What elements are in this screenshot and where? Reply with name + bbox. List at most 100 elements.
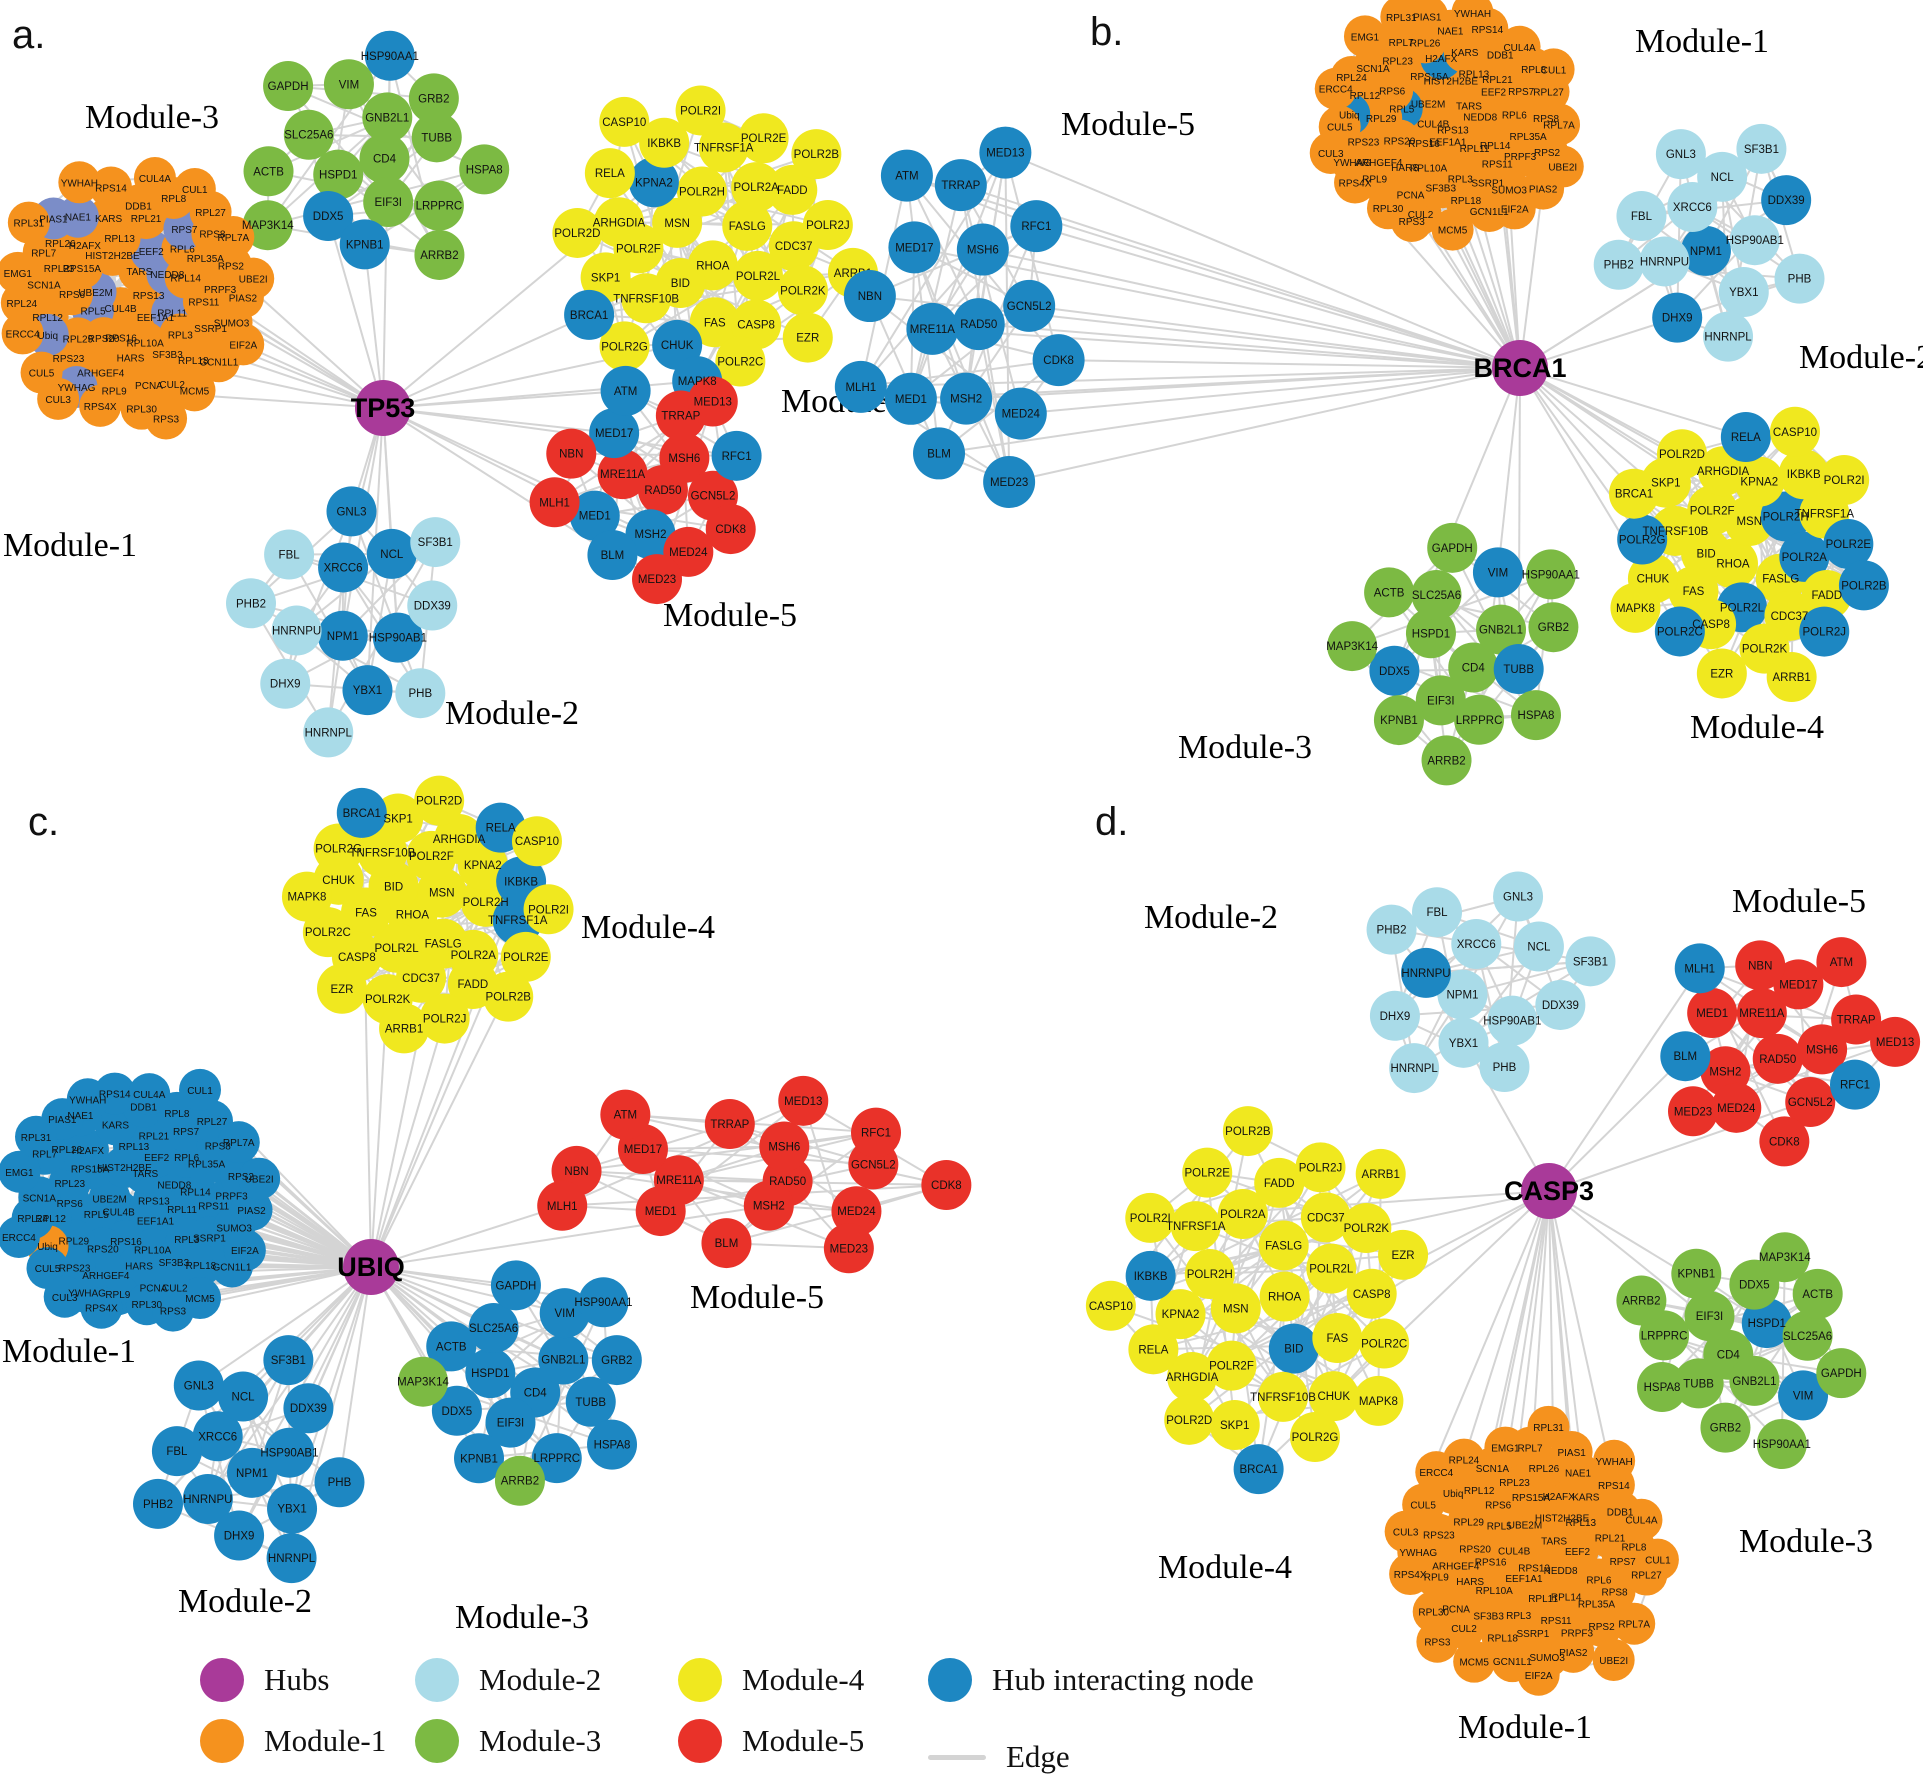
node-GNB2L1: [362, 92, 413, 143]
node-label: RPL24: [1449, 1456, 1480, 1467]
node-label: MLH1: [845, 382, 876, 394]
node-label: HNRNPU: [1640, 256, 1689, 268]
node-label: HSP90AB1: [260, 1448, 318, 1460]
node-RPS3: [1416, 1620, 1459, 1663]
node-label: NBN: [858, 291, 882, 303]
node-label: VIM: [1793, 1390, 1813, 1402]
node-DDX39: [407, 580, 458, 631]
node-label: RPS2: [228, 1172, 255, 1183]
node-label: NPM1: [1690, 246, 1722, 258]
node-label: PCNA: [1397, 191, 1425, 202]
module-label: Module-2: [178, 1583, 312, 1620]
edge: [909, 184, 962, 400]
node-MAP3K14: [242, 200, 293, 251]
node-EIF2A: [1517, 1653, 1560, 1696]
node-label: MED13: [1876, 1037, 1914, 1049]
node-label: GNB2L1: [1479, 625, 1523, 637]
hub-edge: [382, 407, 615, 435]
node-label: RPL30: [126, 405, 157, 416]
node-HNRNPU: [1401, 947, 1452, 998]
node-MAPK8: [281, 871, 332, 922]
node-label: Ubiq: [1339, 110, 1360, 121]
node-label: ARHGEF4: [1432, 1561, 1480, 1572]
node-label: RPL3: [168, 330, 193, 341]
node-label: CUL3: [52, 1293, 78, 1304]
node-label: VIM: [1488, 567, 1508, 579]
node-label: CUL2: [159, 380, 185, 391]
node-label: HSP90AB1: [1483, 1016, 1541, 1028]
node-MSH2: [940, 372, 993, 425]
node-label: RPL24: [1336, 73, 1367, 84]
node-YWHAH: [1593, 1439, 1636, 1482]
node-CDK8: [1032, 334, 1085, 387]
node-UBE2I: [232, 257, 275, 300]
node-DHX9: [260, 658, 311, 709]
node-POLR2E: [500, 931, 551, 982]
node-label: RPL13: [1459, 70, 1490, 81]
hub-edge: [327, 215, 384, 409]
node-label: POLR2I: [1824, 475, 1865, 487]
node-label: PHB2: [1604, 260, 1634, 272]
node-label: ARRB1: [1772, 672, 1810, 684]
node-POLR2L: [1306, 1243, 1357, 1294]
node-label: EEF1A1: [137, 1216, 175, 1227]
node-label: NPM1: [1446, 990, 1478, 1002]
node-label: MAPK8: [287, 892, 326, 904]
node-GRB2: [1528, 602, 1579, 653]
node-label: DDX5: [1379, 666, 1410, 678]
node-label: RPS8: [1533, 114, 1560, 125]
node-label: GCN1L1: [212, 1262, 251, 1273]
edge: [678, 1179, 947, 1186]
module-label: Module-2: [445, 695, 579, 732]
node-MSH6: [659, 432, 710, 483]
node-label: TARS: [132, 1169, 158, 1180]
node-label: CUL2: [162, 1283, 188, 1294]
node-MAP3K14: [1759, 1232, 1810, 1283]
node-label: PCNA: [140, 1283, 168, 1294]
node-label: RPL14: [180, 1187, 211, 1198]
node-EZR: [1696, 648, 1747, 699]
hub-edge: [198, 1266, 372, 1387]
node-label: EIF2A: [1525, 1671, 1553, 1682]
node-label: SF3B1: [1744, 144, 1779, 156]
node-label: EIF3I: [1427, 695, 1454, 707]
node-TRRAP: [934, 159, 987, 212]
node-label: TNFRSF10B: [350, 848, 416, 860]
node-label: RPS23: [59, 1264, 91, 1275]
node-label: RPS4X: [1394, 1570, 1427, 1581]
node-label: PHB2: [236, 598, 266, 610]
edge: [1004, 152, 1060, 361]
node-label: GRB2: [418, 93, 449, 105]
node-POLR2G: [1289, 1411, 1340, 1462]
node-label: RPL7: [1518, 1444, 1543, 1455]
node-label: RPL14: [1551, 1592, 1582, 1603]
node-label: ARHGEF4: [77, 368, 125, 379]
node-FASLG: [722, 200, 773, 251]
node-label: HSPA8: [1518, 710, 1555, 722]
node-label: RPL30: [132, 1300, 163, 1311]
node-ERCC4: [1314, 67, 1357, 110]
node-label: HNRNPL: [1704, 332, 1752, 344]
node-EMG1: [1484, 1426, 1527, 1469]
node-MED23: [983, 455, 1036, 508]
node-label: EEF2: [139, 247, 164, 258]
node-label: NCL: [1711, 172, 1735, 184]
node-label: TNFRSF10B: [613, 293, 679, 305]
node-label: RPS13: [1518, 1563, 1550, 1574]
node-label: RPL29: [59, 1236, 90, 1247]
node-FAS: [689, 297, 740, 348]
node-EMG1: [0, 251, 39, 294]
node-label: KARS: [1451, 48, 1479, 59]
node-label: RPL27: [197, 1117, 228, 1128]
node-HSP90AA1: [1756, 1419, 1807, 1470]
node-label: RPL24: [7, 299, 38, 310]
node-label: RHOA: [1716, 559, 1750, 571]
node-HSPA8: [1637, 1362, 1688, 1413]
node-label: HARS: [1456, 1577, 1484, 1588]
panel-letter: b.: [1090, 10, 1123, 54]
node-HSPD1: [1405, 608, 1456, 659]
node-GCN5L2: [1785, 1076, 1836, 1127]
node-DDX39: [1535, 979, 1586, 1030]
node-label: YBX1: [353, 685, 382, 697]
node-TUBB: [1673, 1358, 1724, 1409]
